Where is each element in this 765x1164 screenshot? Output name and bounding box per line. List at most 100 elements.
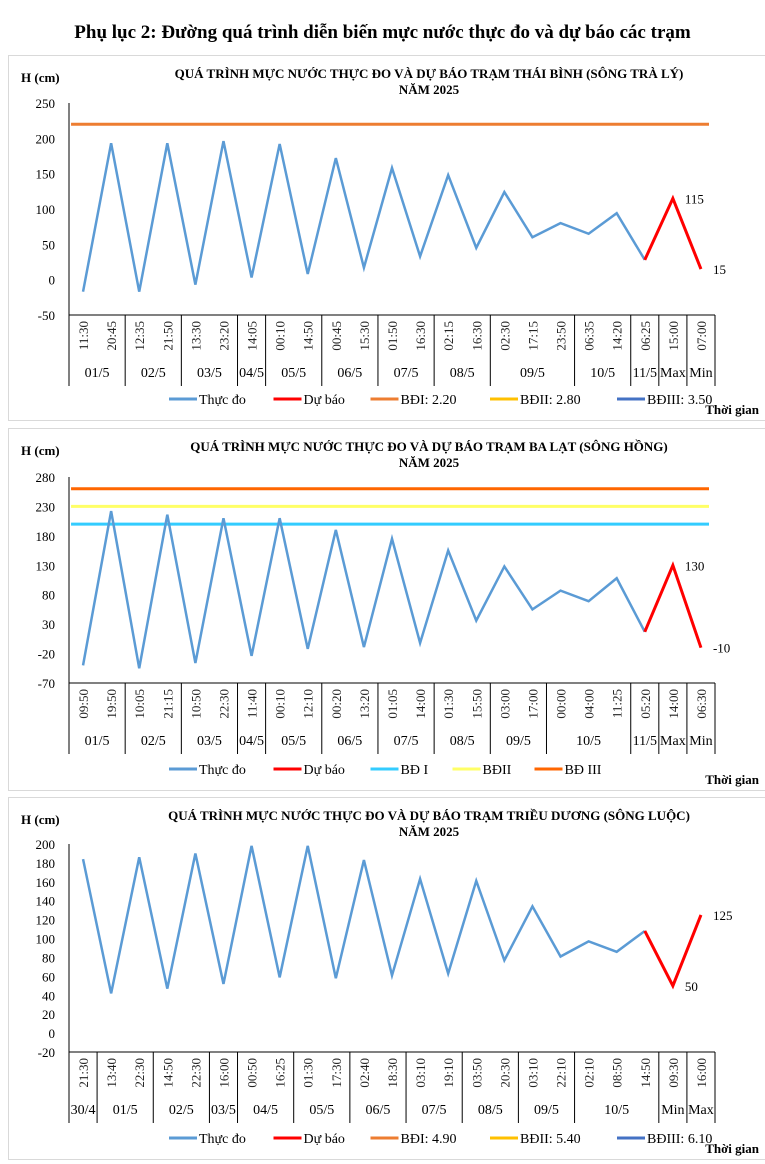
x-tick-label: 22:30 [132, 1058, 147, 1088]
x-group-label: 08/5 [450, 366, 475, 381]
x-group-label: 02/5 [141, 366, 166, 381]
x-tick-label: 03:00 [497, 689, 512, 719]
y-axis-label: H (cm) [21, 443, 60, 458]
x-tick-label: 07:00 [694, 321, 709, 351]
x-tick-label: 13:40 [104, 1058, 119, 1088]
x-tick-label: 01:30 [441, 689, 456, 719]
x-tick-label: 05:20 [638, 689, 653, 719]
x-group-label: 03/5 [197, 366, 222, 381]
y-tick-label: 200 [36, 837, 56, 852]
x-group-label: 02/5 [141, 734, 166, 749]
y-tick-label: 100 [36, 202, 56, 217]
x-group-label: 07/5 [394, 734, 419, 749]
x-tick-label: 16:00 [216, 1058, 231, 1088]
x-group-label: Max [660, 734, 686, 749]
x-tick-label: 14:20 [610, 321, 625, 351]
x-tick-label: 01:50 [385, 321, 400, 351]
data-label: -10 [713, 641, 730, 656]
y-tick-label: 20 [42, 1007, 55, 1022]
x-group-label: 02/5 [169, 1103, 194, 1118]
legend-label: BĐI: 4.90 [401, 1132, 457, 1147]
y-tick-label: 80 [42, 588, 55, 603]
x-tick-label: 16:00 [694, 1058, 709, 1088]
chart-subtitle: NĂM 2025 [399, 455, 460, 470]
y-tick-label: 100 [36, 932, 56, 947]
x-tick-label: 15:00 [666, 321, 681, 351]
y-tick-label: 60 [42, 969, 55, 984]
x-group-label: 09/5 [534, 1103, 559, 1118]
x-tick-label: 16:25 [273, 1058, 288, 1088]
x-group-label: Min [689, 734, 712, 749]
x-group-label: 01/5 [113, 1103, 138, 1118]
x-group-label: 06/5 [366, 1103, 391, 1118]
x-tick-label: 03:10 [413, 1058, 428, 1088]
x-tick-label: 19:10 [441, 1058, 456, 1088]
y-axis-label: H (cm) [21, 812, 60, 827]
x-tick-label: 14:50 [638, 1058, 653, 1088]
x-group-label: 08/5 [478, 1103, 503, 1118]
chart-svg: QUÁ TRÌNH MỰC NƯỚC THỰC ĐO VÀ DỰ BÁO TRẠ… [21, 808, 760, 1156]
y-tick-label: 30 [42, 617, 55, 632]
x-group-label: 10/5 [576, 734, 601, 749]
x-tick-label: 17:30 [329, 1058, 344, 1088]
y-axis-label: H (cm) [21, 70, 60, 85]
legend-label: Thực đo [199, 1132, 246, 1147]
x-tick-label: 14:00 [666, 689, 681, 719]
x-tick-label: 21:50 [160, 321, 175, 351]
chart-subtitle: NĂM 2025 [399, 82, 460, 97]
series-line-forecast [643, 914, 703, 990]
x-tick-label: 22:10 [554, 1058, 569, 1088]
x-tick-label: 20:45 [104, 321, 119, 351]
x-tick-label: 11:25 [610, 689, 625, 718]
x-group-label: 09/5 [506, 734, 531, 749]
y-tick-label: -70 [38, 676, 55, 691]
x-tick-label: 14:00 [413, 689, 428, 719]
chart-svg: QUÁ TRÌNH MỰC NƯỚC THỰC ĐO VÀ DỰ BÁO TRẠ… [21, 66, 760, 417]
x-tick-label: 12:35 [132, 321, 147, 351]
x-tick-label: 03:10 [525, 1058, 540, 1088]
x-tick-label: 00:50 [245, 1058, 260, 1088]
x-tick-label: 10:50 [188, 689, 203, 719]
x-tick-label: 02:40 [357, 1058, 372, 1088]
x-group-label: 06/5 [337, 366, 362, 381]
x-tick-label: 14:50 [301, 321, 316, 351]
legend-label: BĐII: 2.80 [520, 393, 581, 408]
x-tick-label: 02:15 [441, 321, 456, 351]
data-label: 125 [713, 908, 733, 923]
x-tick-label: 04:00 [582, 689, 597, 719]
x-group-label: 30/4 [71, 1103, 96, 1118]
y-tick-label: 180 [36, 529, 56, 544]
x-tick-label: 22:30 [188, 1058, 203, 1088]
x-tick-label: 02:30 [497, 321, 512, 351]
series-line-forecast [643, 194, 703, 270]
x-group-label: 01/5 [85, 734, 110, 749]
legend-label: BĐIII: 3.50 [647, 393, 712, 408]
legend-label: BĐIII: 6.10 [647, 1132, 712, 1147]
x-tick-label: 06:25 [638, 321, 653, 351]
x-group-label: 04/5 [239, 734, 264, 749]
x-tick-label: 16:30 [469, 321, 484, 351]
x-tick-label: 02:10 [582, 1058, 597, 1088]
x-tick-label: 06:35 [582, 321, 597, 351]
data-label: 130 [685, 558, 705, 573]
x-tick-label: 06:30 [694, 689, 709, 719]
x-group-label: 01/5 [85, 366, 110, 381]
legend-label: Dự báo [304, 1132, 345, 1147]
x-tick-label: 21:30 [76, 1058, 91, 1088]
series-line-observed [81, 140, 646, 292]
legend-label: BĐI: 2.20 [401, 393, 457, 408]
x-group-label: Min [689, 366, 712, 381]
y-tick-label: 130 [36, 558, 56, 573]
chart-title: QUÁ TRÌNH MỰC NƯỚC THỰC ĐO VÀ DỰ BÁO TRẠ… [190, 439, 668, 454]
x-group-label: 10/5 [604, 1103, 629, 1118]
x-tick-label: 22:30 [216, 689, 231, 719]
y-tick-label: 230 [36, 499, 56, 514]
chart-svg: QUÁ TRÌNH MỰC NƯỚC THỰC ĐO VÀ DỰ BÁO TRẠ… [21, 439, 760, 787]
x-tick-label: 21:15 [160, 689, 175, 719]
x-tick-label: 16:30 [413, 321, 428, 351]
x-tick-label: 12:10 [301, 689, 316, 719]
y-tick-label: 120 [36, 913, 56, 928]
legend-label: Thực đo [199, 763, 246, 778]
x-tick-label: 09:50 [76, 689, 91, 719]
x-tick-label: 15:50 [469, 689, 484, 719]
